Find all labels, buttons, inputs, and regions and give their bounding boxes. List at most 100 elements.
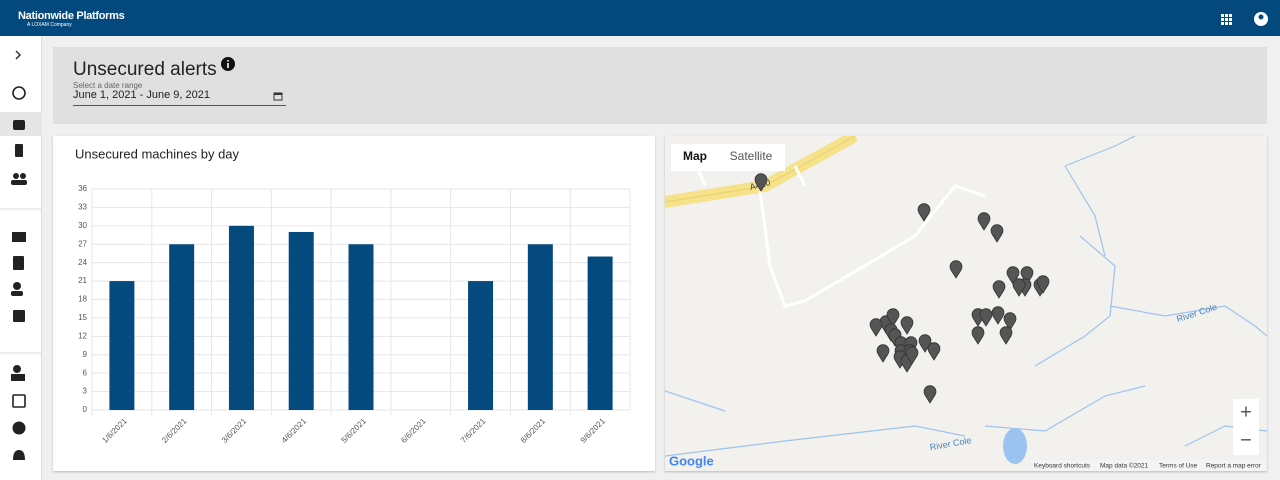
- x-tick-label: 8/6/2021: [519, 416, 548, 445]
- google-logo: Google: [669, 453, 714, 468]
- map-pin[interactable]: [991, 306, 1005, 325]
- x-tick-label: 2/6/2021: [160, 416, 189, 445]
- y-tick-label: 6: [83, 368, 88, 377]
- map-pin[interactable]: [979, 308, 993, 327]
- y-tick-label: 0: [83, 405, 88, 414]
- operator-icon[interactable]: [13, 365, 21, 373]
- top-icons: [1221, 12, 1268, 26]
- map-pin[interactable]: [876, 344, 890, 363]
- x-tick-label: 9/6/2021: [579, 416, 608, 445]
- book-icon[interactable]: [13, 256, 24, 270]
- map-pin[interactable]: [990, 224, 1004, 243]
- map-pin[interactable]: [949, 260, 963, 279]
- bar: [169, 244, 195, 410]
- roads: [693, 160, 986, 308]
- zoom-control: [1233, 399, 1259, 455]
- map[interactable]: A420 River Cole River Cole Map Satellite…: [665, 136, 1267, 471]
- y-tick-label: 30: [78, 221, 87, 230]
- bar: [527, 244, 553, 410]
- map-canvas: A420 River Cole River Cole Map Satellite…: [665, 136, 1267, 471]
- lock-icon[interactable]: [13, 120, 25, 130]
- tagline: A LOXAM Company: [27, 22, 72, 28]
- map-pin[interactable]: [886, 308, 900, 327]
- report-icon[interactable]: [13, 310, 25, 322]
- info-icon[interactable]: [221, 57, 235, 71]
- river-label: River Cole: [929, 435, 972, 452]
- x-tick-label: 3/6/2021: [220, 416, 249, 445]
- map-pin[interactable]: [999, 326, 1013, 345]
- map-pin[interactable]: [754, 173, 768, 192]
- y-tick-label: 18: [78, 295, 87, 304]
- map-pin[interactable]: [917, 203, 931, 222]
- battery-icon[interactable]: [15, 144, 23, 157]
- y-tick-label: 36: [78, 184, 87, 193]
- satellite-tab[interactable]: Satellite: [730, 149, 773, 163]
- map-pin[interactable]: [927, 342, 941, 361]
- y-tick-label: 24: [78, 258, 87, 267]
- map-pin[interactable]: [905, 346, 919, 365]
- x-tick-label: 5/6/2021: [340, 416, 369, 445]
- x-tick-label: 6/6/2021: [399, 416, 428, 445]
- top-bar: Nationwide Platforms A LOXAM Company: [0, 0, 1280, 36]
- y-tick-label: 9: [83, 350, 88, 359]
- sidebar: [0, 36, 42, 480]
- calendar-icon[interactable]: [273, 91, 283, 101]
- map-pin[interactable]: [918, 334, 932, 353]
- map-pin[interactable]: [977, 212, 991, 231]
- map-pin[interactable]: [1012, 278, 1026, 297]
- map-pin[interactable]: [869, 318, 883, 337]
- x-tick-label: 1/6/2021: [100, 416, 129, 445]
- map-footer-link[interactable]: Keyboard shortcuts: [1034, 463, 1091, 470]
- y-tick-label: 3: [83, 387, 88, 396]
- bar: [468, 281, 494, 410]
- y-tick-label: 15: [78, 313, 87, 322]
- chart: Unsecured machines by day 03691215182124…: [75, 146, 631, 445]
- zoom-in[interactable]: +: [1240, 401, 1252, 423]
- map-pin[interactable]: [992, 280, 1006, 299]
- map-footer-link[interactable]: Report a map error: [1206, 463, 1262, 470]
- y-tick-label: 12: [78, 331, 87, 340]
- user-icon[interactable]: [13, 282, 21, 290]
- map-pin[interactable]: [971, 326, 985, 345]
- x-tick-label: 7/6/2021: [459, 416, 488, 445]
- river-label: River Cole: [1175, 302, 1218, 324]
- map-pin[interactable]: [1020, 266, 1034, 285]
- hazard-icon[interactable]: [12, 421, 26, 435]
- bell-icon[interactable]: [13, 450, 25, 460]
- date-input[interactable]: June 1, 2021 - June 9, 2021: [73, 89, 286, 106]
- header-panel: Unsecured alerts Select a date range Jun…: [53, 47, 1267, 124]
- y-tick-label: 27: [78, 239, 87, 248]
- lake: [1003, 428, 1027, 464]
- map-type-control: [671, 144, 785, 171]
- bar: [348, 244, 374, 410]
- date-value: June 1, 2021 - June 9, 2021: [73, 89, 210, 101]
- brand: Nationwide Platforms: [18, 10, 125, 22]
- people-icon[interactable]: [13, 173, 19, 179]
- map-pin[interactable]: [900, 316, 914, 335]
- y-tick-label: 21: [78, 276, 87, 285]
- bar: [288, 231, 314, 410]
- expand-icon[interactable]: [15, 50, 22, 60]
- map-footer-text: Map data ©2021: [1100, 462, 1149, 470]
- map-pin[interactable]: [1036, 275, 1050, 294]
- image-icon[interactable]: [12, 394, 26, 408]
- map-pin[interactable]: [923, 385, 937, 404]
- zoom-out[interactable]: −: [1240, 429, 1252, 451]
- globe-icon[interactable]: [12, 86, 26, 100]
- apps-icon[interactable]: [1221, 14, 1232, 25]
- bar: [109, 281, 135, 410]
- x-tick-label: 4/6/2021: [280, 416, 309, 445]
- date-label: Select a date range: [73, 81, 143, 90]
- map-tab[interactable]: Map: [683, 149, 707, 163]
- map-pin[interactable]: [1003, 312, 1017, 331]
- y-tick-label: 33: [78, 203, 87, 212]
- chart-card: Unsecured machines by day 0 3 6 9 12 15 18 21 24…: [53, 136, 655, 471]
- bar: [228, 225, 254, 410]
- map-footer-link[interactable]: Terms of Use: [1159, 463, 1198, 470]
- machine-icon[interactable]: [12, 232, 26, 242]
- chart-title: Unsecured machines by day: [75, 146, 240, 161]
- map-pin[interactable]: [1006, 266, 1020, 285]
- bar: [587, 256, 613, 410]
- page-title: Unsecured alerts: [73, 59, 217, 80]
